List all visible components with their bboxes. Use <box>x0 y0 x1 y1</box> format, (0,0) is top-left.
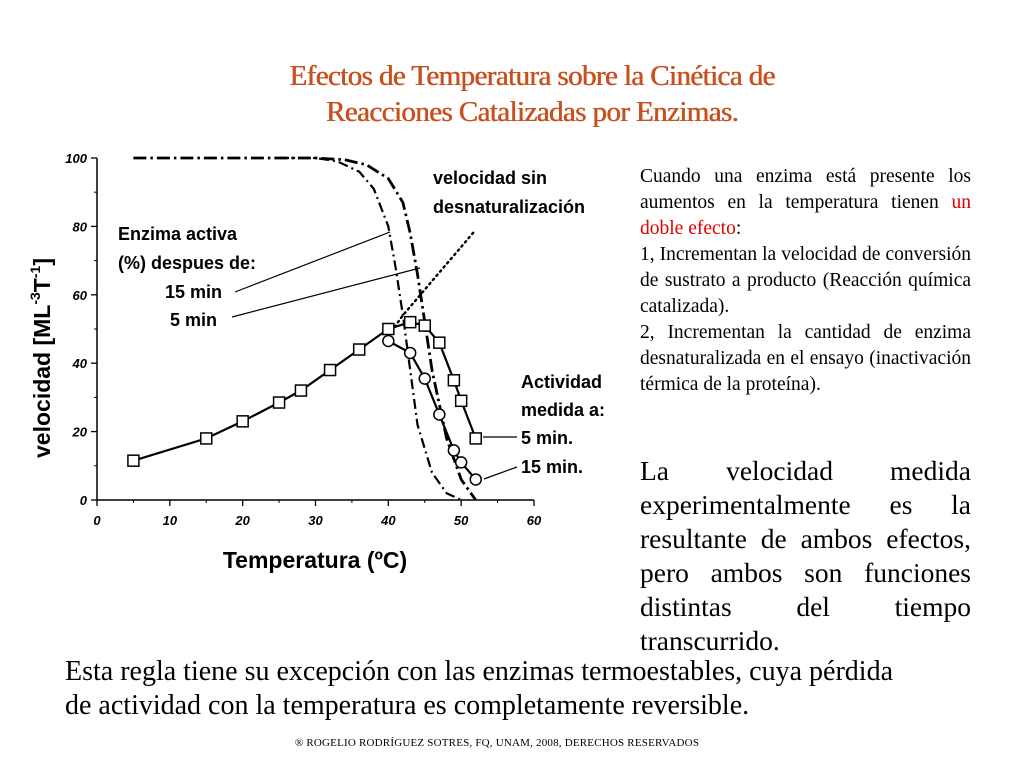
conclusion-paragraph: La velocidad medida experimentalmente es… <box>640 455 971 656</box>
label-active-enzyme-4: 5 min <box>170 310 217 330</box>
y-axis-title-close: ] <box>29 258 55 266</box>
exception-note-line-1: Esta regla tiene su excepción con las en… <box>65 656 893 687</box>
square-marker <box>323 363 337 377</box>
y-tick-label: 80 <box>73 219 88 234</box>
square-marker <box>433 336 446 349</box>
square-marker <box>403 315 417 329</box>
title-line-2: Reacciones Catalizadas por Enzimas. <box>325 96 739 128</box>
double-effect-highlight: un doble efecto <box>640 192 971 239</box>
y-tick-label: 40 <box>72 356 88 371</box>
x-tick-label: 40 <box>380 513 396 528</box>
y-tick-label: 20 <box>72 425 88 440</box>
series-line-dashdot_15min <box>279 156 462 501</box>
square-marker <box>127 454 140 467</box>
square-marker <box>382 322 395 336</box>
label-activity-1: Actividad <box>521 372 602 392</box>
square-marker <box>469 432 482 445</box>
label-active-enzyme-2: (%) despues de: <box>118 253 256 273</box>
explanation-item-1: 1, Incrementan la velocidad de conversió… <box>640 244 971 317</box>
label-activity-4: 15 min. <box>521 457 583 477</box>
y-tick-label: 0 <box>80 493 88 508</box>
circle-marker <box>454 456 468 469</box>
square-marker <box>236 415 249 428</box>
y-axis-title-sup1: -3 <box>27 292 43 305</box>
annotation-leader <box>234 231 391 293</box>
circle-marker <box>433 408 446 421</box>
exception-note-line-2: de actividad con la temperatura es compl… <box>65 690 750 721</box>
y-tick-label: 60 <box>73 288 88 303</box>
square-marker <box>454 394 468 408</box>
exception-note: Esta regla tiene su excepción con las en… <box>65 655 995 723</box>
copyright-footer: ® ROGELIO RODRÍGUEZ SOTRES, FQ, UNAM, 20… <box>294 737 700 749</box>
label-activity-2: medida a: <box>521 400 605 420</box>
title-line-1: Efectos de Temperatura sobre la Cinética… <box>289 60 775 92</box>
square-marker <box>352 343 366 356</box>
square-marker <box>200 432 213 445</box>
explanation-colon: : <box>735 218 742 239</box>
temperature-chart: 0 10 20 30 40 50 60 0 20 40 60 80 100 Temperatura (… <box>27 151 605 573</box>
y-axis-title-sup2: -1 <box>27 265 43 278</box>
series-line-dotted <box>387 228 477 338</box>
annotation-leader <box>231 267 421 318</box>
slide-title: Efectos de Temperatura sobre la Cinética… <box>150 58 914 130</box>
x-tick-label: 20 <box>234 513 250 528</box>
y-axis-title-main: velocidad [ML <box>29 305 55 458</box>
explanation-intro: Cuando una enzima está presente los aume… <box>640 166 971 213</box>
circle-marker <box>447 444 461 457</box>
x-tick-label: 0 <box>93 513 101 528</box>
square-marker <box>418 319 431 332</box>
circle-marker <box>403 346 417 360</box>
annotation-leader <box>483 466 518 480</box>
explanation-paragraph: Cuando una enzima está presente los aume… <box>640 164 971 398</box>
label-active-enzyme-3: 15 min <box>165 282 222 302</box>
label-undenatured-1: velocidad sin <box>433 168 547 188</box>
square-marker <box>447 374 461 387</box>
label-activity-3: 5 min. <box>521 428 573 448</box>
label-undenatured-2: desnaturalización <box>433 197 585 217</box>
y-axis-title-t: T <box>29 278 55 292</box>
explanation-item-2: 2, Incrementan la cantidad de enzima des… <box>640 322 971 395</box>
circle-marker <box>418 372 431 385</box>
x-tick-label: 50 <box>454 513 469 528</box>
x-axis-title: Temperatura (ºC) <box>223 547 407 573</box>
square-marker <box>272 396 286 409</box>
circle-marker <box>469 473 482 486</box>
y-axis-title: velocidad [ML-3T-1] <box>27 258 55 458</box>
x-tick-label: 30 <box>308 513 323 528</box>
y-tick-label: 100 <box>65 151 87 166</box>
x-tick-label: 60 <box>527 513 542 528</box>
x-tick-label: 10 <box>163 513 178 528</box>
label-active-enzyme-1: Enzima activa <box>118 224 238 244</box>
circle-marker <box>382 334 395 348</box>
square-marker <box>294 384 308 397</box>
